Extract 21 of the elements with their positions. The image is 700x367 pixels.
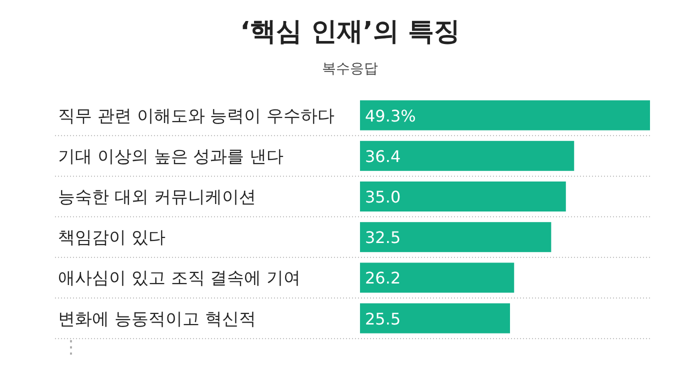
chart-title: ‘핵심 인재’의 특징 — [240, 17, 460, 47]
y-tick-label: 애사심이 있고 조직 결속에 기여 — [58, 268, 301, 289]
chart-subtitle: 복수응답 — [322, 61, 378, 77]
bar — [360, 100, 650, 130]
bar — [360, 303, 510, 334]
data-label: 25.5 — [365, 309, 401, 328]
data-label: 32.5 — [365, 228, 401, 248]
y-tick-label: 책임감이 있다 — [58, 228, 166, 248]
y-tick-label: 변화에 능동적이고 혁신적 — [58, 309, 256, 330]
data-label: 49.3% — [365, 106, 416, 126]
y-tick-label: 직무 관련 이해도와 능력이 우수하다 — [58, 106, 335, 126]
data-label: 26.2 — [365, 268, 401, 288]
y-tick-label: 능숙한 대외 커뮤니케이션 — [58, 188, 256, 208]
data-label: 35.0 — [365, 188, 401, 206]
bar — [360, 140, 574, 171]
bar — [360, 222, 552, 252]
text: ⋮ — [62, 337, 80, 358]
data-label: 36.4 — [365, 146, 401, 166]
bar — [360, 262, 514, 293]
bar — [360, 182, 566, 212]
y-tick-label: 기대 이상의 높은 성과를 낸다 — [58, 146, 284, 167]
